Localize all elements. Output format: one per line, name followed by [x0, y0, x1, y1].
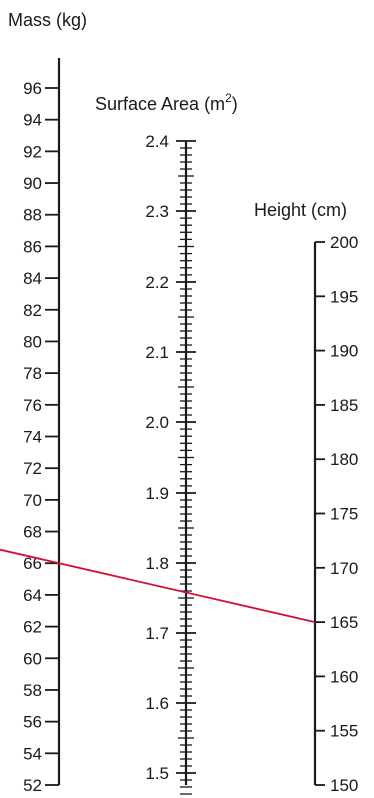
height-tick-label: 170	[330, 559, 358, 578]
mass-tick-label: 76	[23, 396, 42, 415]
surface-area-tick-label: 1.6	[145, 694, 169, 713]
mass-tick-label: 70	[23, 491, 42, 510]
mass-tick-label: 62	[23, 618, 42, 637]
mass-tick-label: 90	[23, 174, 42, 193]
mass-tick-label: 68	[23, 523, 42, 542]
height-axis-title: Height (cm)	[254, 200, 347, 220]
surface-area-tick-label: 2.2	[145, 273, 169, 292]
mass-tick-label: 54	[23, 744, 42, 763]
mass-axis-title: Mass (kg)	[8, 10, 87, 30]
surface-area-tick-label: 2.4	[145, 132, 169, 151]
mass-tick-label: 56	[23, 713, 42, 732]
mass-tick-label: 84	[23, 269, 42, 288]
height-tick-label: 200	[330, 233, 358, 252]
mass-tick-label: 58	[23, 681, 42, 700]
height-tick-label: 150	[330, 776, 358, 795]
mass-tick-label: 96	[23, 79, 42, 98]
mass-tick-label: 82	[23, 301, 42, 320]
height-tick-label: 195	[330, 287, 358, 306]
height-tick-label: 165	[330, 613, 358, 632]
mass-tick-label: 52	[23, 776, 42, 795]
reading-layer	[0, 548, 316, 623]
mass-tick-label: 60	[23, 649, 42, 668]
surface-area-tick-label: 1.9	[145, 484, 169, 503]
mass-scale: 5254565860626466687072747678808284868890…	[23, 58, 61, 795]
surface-area-axis-title: Surface Area (m2)	[95, 91, 238, 114]
surface-area-tick-label: 1.8	[145, 554, 169, 573]
mass-tick-label: 64	[23, 586, 42, 605]
surface-area-tick-label: 2.0	[145, 413, 169, 432]
height-tick-label: 160	[330, 667, 358, 686]
surface-area-title-text: Surface Area (m	[95, 94, 225, 114]
height-tick-label: 185	[330, 396, 358, 415]
surface-area-title-suffix: )	[232, 94, 238, 114]
mass-tick-label: 94	[23, 111, 42, 130]
mass-tick-label: 88	[23, 206, 42, 225]
surface-area-tick-label: 2.1	[145, 343, 169, 362]
mass-tick-label: 80	[23, 332, 42, 351]
height-tick-label: 175	[330, 505, 358, 524]
mass-tick-label: 86	[23, 237, 42, 256]
surface-area-tick-label: 2.3	[145, 202, 169, 221]
height-scale: 150 155 160 165 170 175 180 185 190 195 200	[313, 233, 358, 795]
surface-area-title-superscript: 2	[225, 91, 232, 105]
mass-tick-label: 74	[23, 428, 42, 447]
surface-area-scale: 1.5 1.6 1.7 1.8 1.9 2.0 2.1 2.2 2.3 2.4	[145, 132, 196, 795]
reading-line	[0, 548, 316, 623]
height-tick-label: 155	[330, 722, 358, 741]
surface-area-tick-label: 1.7	[145, 624, 169, 643]
mass-tick-label: 72	[23, 459, 42, 478]
mass-tick-label: 78	[23, 364, 42, 383]
mass-tick-label: 92	[23, 142, 42, 161]
height-tick-label: 180	[330, 450, 358, 469]
surface-area-tick-label: 1.5	[145, 764, 169, 783]
height-tick-label: 190	[330, 342, 358, 361]
